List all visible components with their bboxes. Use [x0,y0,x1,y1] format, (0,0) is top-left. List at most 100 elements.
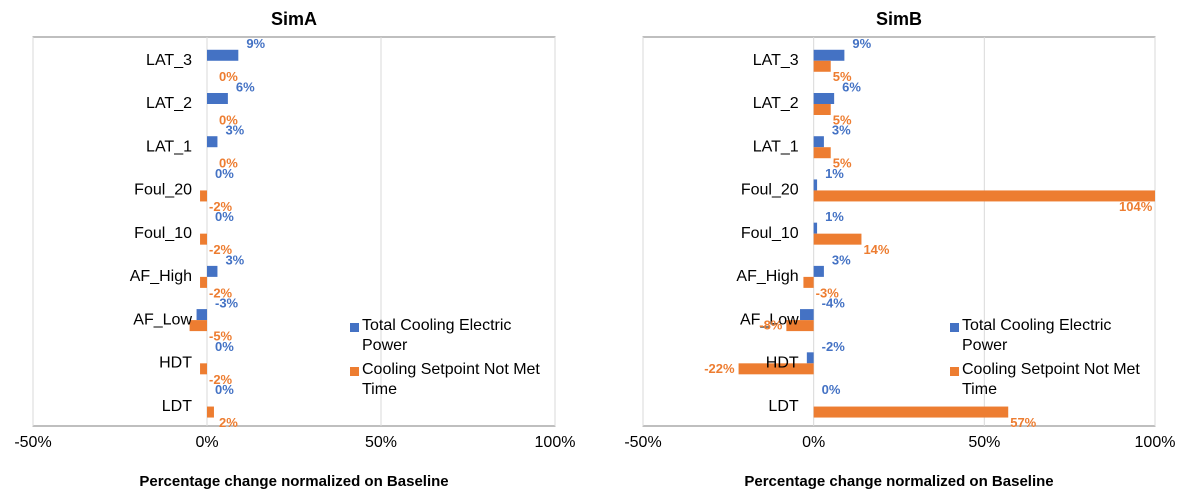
legend-swatch [950,323,959,332]
bar [813,406,1009,418]
y-tick-label: LAT_3 [146,52,192,69]
y-tick-label: Foul_10 [134,225,192,242]
bar [813,136,824,148]
data-label: 0% [219,69,238,84]
data-label: 0% [215,382,234,397]
legend-swatch [950,367,959,376]
bars [738,49,1155,418]
bar [806,352,814,364]
data-label: 6% [236,79,255,94]
data-label: 9% [852,36,871,51]
legend-swatch [350,367,359,376]
legend-text: Cooling Setpoint Not Met Time [362,361,540,398]
x-tick-label: -50% [624,434,661,451]
bars [189,49,239,418]
data-label: 0% [215,339,234,354]
data-label: -2% [209,285,233,300]
x-tick-label: 50% [365,434,397,451]
bar [813,60,831,72]
bar [813,265,824,277]
legend-entry: Total Cooling Electric Power [362,317,512,354]
bar [207,136,218,148]
data-label: 0% [219,156,238,171]
data-label: -2% [209,372,233,387]
y-tick-label: AF_High [736,268,798,285]
legend-text: Cooling Setpoint Not Met Time [962,361,1140,398]
data-label: -22% [704,361,735,376]
y-tick-label: Foul_20 [741,182,799,199]
data-label: 104% [1119,199,1153,214]
bar [207,406,214,418]
legend-entry: Cooling Setpoint Not Met Time [962,361,1140,398]
x-tick-label: 0% [802,434,825,451]
bar [207,92,228,104]
y-tick-label: LAT_1 [146,138,192,155]
data-label: -3% [215,296,239,311]
y-tick-label: LAT_1 [753,138,799,155]
legend-text: Total Cooling Electric Power [362,317,512,354]
data-label: 5% [833,112,852,127]
bar [813,179,818,191]
y-tick-label: LDT [768,398,798,415]
bar [800,309,814,321]
bar [813,92,835,104]
y-tick-label: LAT_3 [753,52,799,69]
data-label: 1% [825,166,844,181]
y-tick-label: LAT_2 [146,95,192,112]
data-label: -5% [209,329,233,344]
y-tick-label: HDT [766,355,799,372]
data-label: -2% [209,199,233,214]
data-label: 9% [246,36,265,51]
bar [196,309,207,321]
legend-swatch [350,323,359,332]
x-tick-label: -50% [14,434,51,451]
data-label: 0% [219,112,238,127]
chart-title: SimB [876,9,922,29]
data-label: 57% [1010,415,1036,430]
data-label: 3% [225,123,244,138]
bar [813,233,862,245]
data-label: -4% [822,296,846,311]
legend-entry: Cooling Setpoint Not Met Time [362,361,540,398]
data-label: -2% [822,339,846,354]
y-tick-label: AF_Low [740,311,799,328]
bar [738,363,814,375]
bar [207,265,218,277]
bar [803,276,814,288]
y-tick-label: AF_Low [133,311,192,328]
data-label: 5% [833,69,852,84]
x-tick-label: 50% [968,434,1000,451]
x-axis-label: Percentage change normalized on Baseline [139,473,448,490]
y-tick-label: HDT [159,355,192,372]
bar [813,147,831,159]
bar [200,233,207,245]
y-tick-label: Foul_10 [741,225,799,242]
data-label: 2% [219,415,238,430]
x-axis-label: Percentage change normalized on Baseline [744,473,1053,490]
data-label: 0% [215,209,234,224]
bar [189,320,207,332]
y-tick-label: LDT [162,398,192,415]
data-label: 3% [832,123,851,138]
bar [200,190,207,202]
legend-entry: Total Cooling Electric Power [962,317,1112,354]
bar [813,103,831,115]
x-tick-label: 100% [535,434,576,451]
bar [200,276,207,288]
legend-text: Total Cooling Electric Power [962,317,1112,354]
bar [813,222,818,234]
bar [207,49,239,61]
x-tick-label: 100% [1135,434,1176,451]
data-label: 14% [863,242,889,257]
data-label: 0% [822,382,841,397]
data-label: -3% [816,285,840,300]
data-label: 6% [842,79,861,94]
data-label: 5% [833,156,852,171]
y-tick-label: Foul_20 [134,182,192,199]
y-tick-label: AF_High [130,268,192,285]
data-label: 1% [825,209,844,224]
bar [813,49,845,61]
chart-title: SimA [271,9,317,29]
x-tick-label: 0% [195,434,218,451]
